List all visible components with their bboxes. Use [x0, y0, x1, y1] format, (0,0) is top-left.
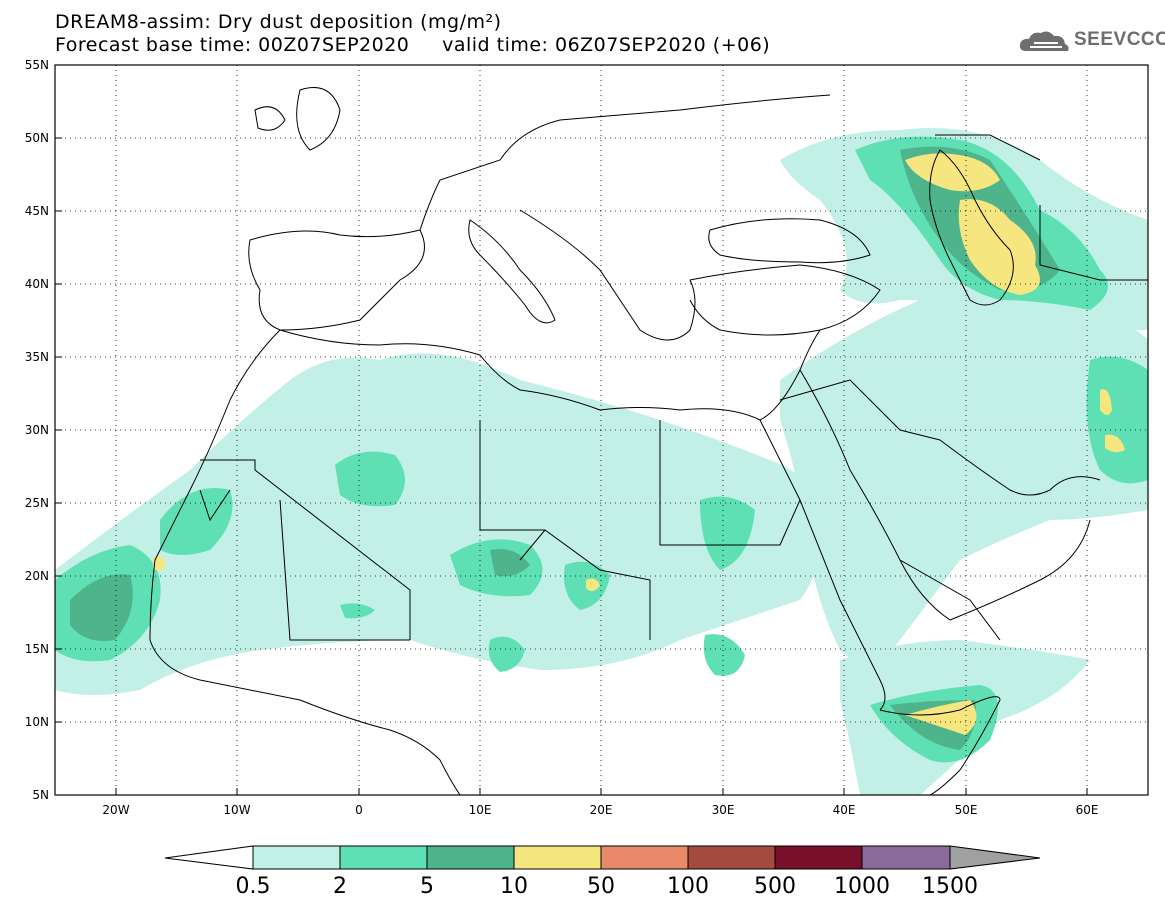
- longitude-labels: 20W 10W 0 10E 20E 30E 40E 50E 60E: [102, 803, 1098, 817]
- colorbar-low-arrow: [164, 845, 254, 870]
- colorbar-swatch: [252, 845, 341, 870]
- colorbar-label: 100: [667, 874, 709, 899]
- colorbar-label: 10: [500, 874, 528, 899]
- dust-area-nigeria: [488, 636, 525, 672]
- dust-area-niger-dark: [490, 549, 530, 577]
- dust-area-sahara: [55, 353, 823, 695]
- dust-area-morocco-coast: [160, 488, 233, 555]
- dust-area-mali: [340, 603, 375, 619]
- lat-label: 35N: [25, 350, 49, 364]
- logo-label: SEEVCCC: [1074, 29, 1165, 50]
- colorbar-swatch: [426, 845, 515, 870]
- colorbar-label: 500: [754, 874, 796, 899]
- lat-label: 5N: [32, 788, 49, 802]
- colorbar-label: 50: [587, 874, 615, 899]
- lon-label: 10W: [223, 803, 250, 817]
- colorbar-label: 2: [333, 874, 347, 899]
- colorbar-swatch: [861, 845, 951, 870]
- lon-label: 30E: [712, 803, 735, 817]
- dust-area-iran-mid: [1086, 356, 1148, 484]
- dust-area-iran-yellow-1: [1100, 389, 1112, 415]
- lat-label: 30N: [25, 423, 49, 437]
- lon-label: 40E: [833, 803, 856, 817]
- colorbar-label: 1500: [922, 874, 978, 899]
- dust-area-mauritania-yellow: [153, 556, 166, 571]
- dust-area-arabia: [780, 290, 1148, 663]
- lat-label: 15N: [25, 642, 49, 656]
- lat-label: 55N: [25, 58, 49, 72]
- lon-label: 20W: [102, 803, 129, 817]
- dust-area-west-coast-dark: [70, 574, 133, 641]
- lon-label: 20E: [590, 803, 613, 817]
- dust-area-kazakh-yellow: [905, 153, 1000, 192]
- dust-field: [55, 128, 1148, 795]
- colorbar-label: 0.5: [236, 874, 271, 899]
- colorbar-high-arrow: [949, 845, 1041, 870]
- lat-label: 20N: [25, 569, 49, 583]
- colorbar-swatch: [339, 845, 428, 870]
- dust-area-algeria: [335, 451, 405, 507]
- coastlines: [149, 87, 1148, 795]
- lon-label: 60E: [1076, 803, 1099, 817]
- dust-area-iran-yellow-2: [1105, 434, 1125, 453]
- dust-area-somalia-yellow: [905, 700, 977, 735]
- lon-label: 50E: [955, 803, 978, 817]
- lon-label: 0: [355, 803, 363, 817]
- colorbar-swatch: [687, 845, 776, 870]
- axis-ticks: [55, 64, 1088, 795]
- lat-label: 40N: [25, 277, 49, 291]
- lat-label: 50N: [25, 131, 49, 145]
- lat-label: 45N: [25, 204, 49, 218]
- colorbar-label: 5: [420, 874, 434, 899]
- graticule: [55, 65, 1148, 795]
- lat-label: 25N: [25, 496, 49, 510]
- dust-area-egypt: [700, 496, 755, 570]
- colorbar: 0.5 2 5 10 50 100 500 1000 1500: [164, 845, 1041, 899]
- dust-area-aral-yellow: [958, 199, 1040, 295]
- latitude-labels: 55N 50N 45N 40N 35N 30N 25N 20N 15N 10N …: [25, 58, 49, 802]
- cloud-icon: [1019, 31, 1069, 51]
- forecast-time-line: Forecast base time: 00Z07SEP2020 valid t…: [55, 34, 771, 56]
- dust-area-sudan: [703, 634, 745, 676]
- lat-label: 10N: [25, 715, 49, 729]
- colorbar-label: 1000: [834, 874, 890, 899]
- colorbar-swatch: [774, 845, 863, 870]
- dust-area-chad-yellow: [586, 578, 600, 592]
- seevccc-logo: SEEVCCC: [1018, 27, 1165, 57]
- colorbar-swatch: [513, 845, 602, 870]
- lon-label: 10E: [469, 803, 492, 817]
- colorbar-swatch: [600, 845, 689, 870]
- map-title: DREAM8-assim: Dry dust deposition (mg/m²…: [55, 11, 502, 33]
